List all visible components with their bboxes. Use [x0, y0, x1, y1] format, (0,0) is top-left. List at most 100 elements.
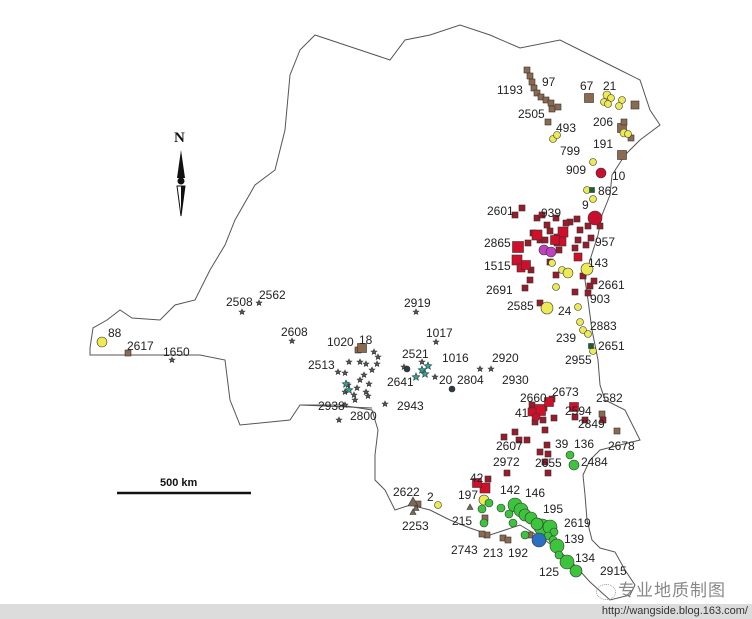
locality-label: 2508: [226, 295, 253, 309]
dark-red-square-marker: [543, 441, 551, 449]
dark-red-square-marker: [586, 282, 594, 290]
yellow-circle-marker: [540, 301, 554, 315]
locality-label: 39: [555, 437, 569, 451]
locality-label: 2661: [598, 278, 625, 292]
locality-label: 2655: [535, 456, 562, 470]
red-square-marker: [531, 229, 543, 241]
dark-red-square-marker: [536, 448, 544, 456]
locality-label: 2883: [590, 319, 617, 333]
dark-red-square-marker: [503, 469, 511, 477]
locality-label: 24: [558, 304, 572, 318]
teal-star-marker: [344, 385, 354, 394]
dark-red-square-marker: [582, 241, 590, 249]
dark-red-square-marker: [518, 204, 526, 212]
locality-label: 2651: [598, 339, 625, 353]
brown-square-marker: [617, 150, 627, 160]
yellow-circle-marker: [96, 336, 108, 348]
grey-star-marker: [238, 308, 246, 315]
dark-red-square-marker: [521, 284, 529, 292]
brown-square-marker: [548, 105, 556, 113]
locality-label: 2938: [318, 399, 345, 413]
locality-label: 125: [539, 565, 559, 579]
country-outline: [89, 24, 661, 601]
teal-star-marker: [411, 372, 421, 381]
brown-square-marker: [547, 99, 555, 107]
locality-label: 2849: [578, 417, 605, 431]
locality-label: 2608: [281, 325, 308, 339]
locality-label: 2972: [493, 455, 520, 469]
brown-triangle-marker: [412, 504, 420, 511]
green-circle-marker: [496, 503, 506, 513]
locality-label: 493: [556, 121, 576, 135]
yellow-circle-marker: [576, 318, 584, 326]
dark-circle-marker: [403, 365, 411, 373]
locality-label: 142: [500, 483, 520, 497]
locality-label: 42: [470, 471, 484, 485]
dark-red-square-marker: [552, 214, 560, 222]
grey-star-marker: [168, 356, 176, 363]
red-square-marker: [569, 402, 579, 412]
green-circle-marker: [559, 554, 575, 570]
grey-star-marker: [335, 416, 343, 423]
dark-red-square-marker: [541, 236, 549, 244]
grey-star-marker: [476, 365, 484, 372]
dark-red-square-marker: [541, 426, 549, 434]
yellow-circle-marker: [434, 501, 442, 509]
green-circle-marker: [484, 498, 494, 508]
brown-square-marker: [357, 343, 367, 353]
brown-square-marker: [528, 78, 536, 86]
grey-star-marker: [362, 360, 370, 367]
wechat-icon: [596, 583, 616, 600]
grey-star-marker: [255, 299, 263, 306]
locality-markers: [96, 66, 640, 578]
brown-square-marker: [613, 427, 621, 435]
dark-red-square-marker: [546, 227, 554, 235]
locality-label: 903: [590, 292, 610, 306]
locality-label: 206: [593, 115, 613, 129]
dark-red-square-marker: [574, 236, 582, 244]
red-circle-marker: [587, 210, 603, 226]
locality-label: 146: [525, 486, 545, 500]
yellow-circle-marker: [624, 130, 632, 138]
dark-red-square-marker: [523, 436, 531, 444]
locality-label: 10: [612, 169, 626, 183]
footer-url[interactable]: http://wangside.blog.163.com/: [601, 605, 748, 617]
green-circle-marker: [565, 450, 575, 460]
locality-label: 2622: [393, 485, 420, 499]
locality-label: 2930: [502, 373, 529, 387]
locality-label: 213: [483, 546, 503, 560]
locality-label: 799: [560, 144, 580, 158]
red-square-marker: [472, 478, 482, 488]
grey-star-marker: [374, 353, 382, 360]
locality-label: 1193: [497, 83, 523, 97]
grey-star-marker: [373, 360, 381, 367]
dark-red-square-marker: [562, 219, 570, 227]
green-circle-marker: [479, 518, 489, 528]
locality-label: 88: [108, 326, 122, 340]
dark-red-square-marker: [539, 416, 547, 424]
yellow-circle-marker: [579, 326, 587, 334]
north-label: N: [174, 130, 185, 146]
locality-label: 1017: [426, 326, 453, 340]
dark-red-square-marker: [536, 299, 544, 307]
grey-star-marker: [341, 369, 349, 376]
watermark-text: 专业地质制图: [618, 581, 726, 600]
dark-red-square-marker: [571, 288, 579, 296]
green-circle-marker: [568, 459, 580, 471]
dark-red-square-marker: [511, 211, 519, 219]
brown-square-marker: [544, 118, 552, 126]
teal-star-marker: [420, 369, 430, 378]
yellow-circle-marker: [552, 283, 560, 291]
brown-square-marker: [504, 536, 512, 544]
grey-star-marker: [356, 376, 364, 383]
grey-star-marker: [362, 388, 370, 395]
grey-star-marker: [431, 373, 439, 380]
locality-label: 2253: [402, 519, 429, 533]
teal-star-marker: [341, 379, 351, 388]
grey-star-marker: [370, 348, 378, 355]
locality-label: 191: [593, 137, 613, 151]
locality-label: 41: [515, 406, 529, 420]
locality-label: 2955: [565, 353, 592, 367]
locality-label: 9: [582, 198, 589, 212]
